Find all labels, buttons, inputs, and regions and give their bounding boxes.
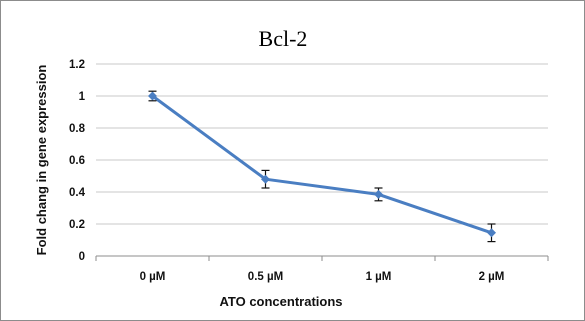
x-tick-label: 1 µM [366,271,392,283]
data-point-marker [261,174,270,184]
x-tick-labels: 0 µM 0.5 µM 1 µM 2 µM [140,271,505,283]
chart-title: Bcl-2 [259,26,308,51]
y-tick-label: 0.2 [69,219,85,231]
y-tick-label: 1.2 [69,59,85,71]
y-tick-label: 0.4 [69,187,86,199]
series-group [148,90,496,243]
x-tick-label: 0 µM [140,271,166,283]
x-axis-title: ATO concentrations [219,294,342,309]
data-point-marker [374,189,383,199]
x-tick-label: 2 µM [479,271,505,283]
data-point-marker [148,91,157,101]
y-tick-labels: 0 0.2 0.4 0.6 0.8 1 1.2 [69,59,86,263]
y-tick-label: 0 [79,251,85,263]
x-tick-marks [95,256,549,261]
y-axis-title: Fold chang in gene expression [34,65,49,256]
y-tick-label: 1 [79,91,86,103]
y-tick-label: 0.8 [69,123,86,135]
x-tick-label: 0.5 µM [248,271,283,283]
gridlines [96,63,548,225]
series-line [151,94,492,235]
y-tick-label: 0.6 [69,155,85,167]
data-point-marker [487,228,496,238]
